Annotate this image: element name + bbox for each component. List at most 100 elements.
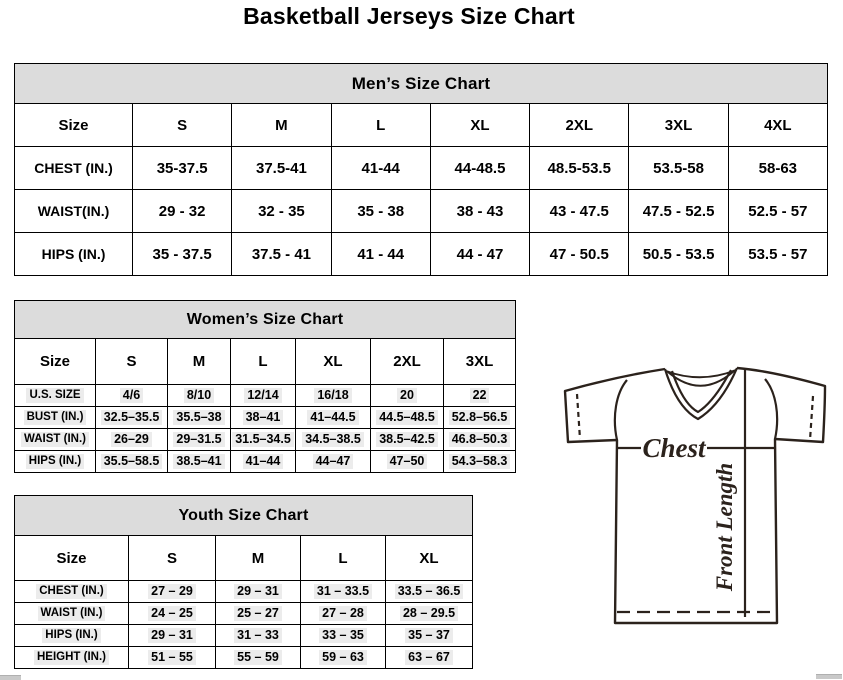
size-value-cell: 32.5–35.5 — [95, 406, 168, 429]
size-value-cell: 38 - 43 — [429, 189, 531, 233]
table-row: CHEST (IN.) 27 – 29 29 – 31 31 – 33.5 33… — [14, 580, 474, 603]
table-title-row: Men’s Size Chart — [14, 63, 828, 104]
row-label: HIPS (IN.) — [14, 624, 129, 647]
row-label: CHEST (IN.) — [14, 146, 133, 190]
size-value-cell: 35 – 37 — [384, 624, 474, 647]
size-value-cell: 52.8–56.5 — [442, 406, 517, 429]
table-row: WAIST (IN.) 26–29 29–31.5 31.5–34.5 34.5… — [14, 428, 517, 451]
size-value-cell: 33.5 – 36.5 — [384, 580, 474, 603]
size-value-cell: 44–47 — [295, 450, 371, 473]
size-value-cell: 33 – 35 — [300, 624, 386, 647]
table-title-row: Women’s Size Chart — [13, 300, 517, 339]
size-value-cell: 29 - 32 — [131, 189, 233, 233]
column-header: S — [95, 338, 168, 385]
table-row: CHEST (IN.) 35-37.5 37.5-41 41-44 44-48.… — [14, 146, 829, 190]
size-value-cell: 12/14 — [230, 384, 296, 407]
page-title: Basketball Jerseys Size Chart — [243, 3, 575, 29]
size-value-cell: 8/10 — [167, 384, 231, 407]
size-value-cell: 31.5–34.5 — [230, 428, 296, 451]
table-header-row: Size S M L XL 2XL 3XL 4XL — [14, 103, 829, 147]
table-row: HEIGHT (IN.) 51 – 55 55 – 59 59 – 63 63 … — [14, 646, 474, 669]
size-value-cell: 41–44.5 — [295, 406, 371, 429]
size-value-cell: 43 - 47.5 — [529, 189, 630, 233]
size-value-cell: 29–31.5 — [167, 428, 231, 451]
collar-v-inner — [670, 369, 732, 414]
size-value-cell: 38–41 — [230, 406, 296, 429]
size-value-cell: 44.5–48.5 — [370, 406, 444, 429]
size-value-cell: 48.5-53.5 — [529, 146, 630, 190]
size-value-cell: 47 - 50.5 — [529, 232, 630, 276]
table-title: Men’s Size Chart — [14, 63, 828, 104]
size-value-cell: 35 - 37.5 — [131, 232, 233, 276]
row-label: BUST (IN.) — [14, 406, 96, 429]
size-value-cell: 38.5–41 — [167, 450, 231, 473]
size-value-cell: 25 – 27 — [215, 602, 301, 625]
sleeve-seam-left — [613, 379, 628, 441]
size-value-cell: 54.3–58.3 — [442, 450, 517, 473]
size-value-cell: 38.5–42.5 — [370, 428, 444, 451]
youth-size-table: Youth Size Chart Size S M L XL CHEST (IN… — [13, 495, 474, 669]
size-value-cell: 53.5 - 57 — [727, 232, 829, 276]
row-label: HEIGHT (IN.) — [14, 646, 129, 669]
size-value-cell: 51 – 55 — [128, 646, 216, 669]
jersey-measurement-diagram: Chest Front Length — [563, 366, 827, 625]
size-value-cell: 59 – 63 — [300, 646, 386, 669]
jersey-outline — [563, 366, 827, 625]
size-value-cell: 24 – 25 — [128, 602, 216, 625]
size-value-cell: 47–50 — [370, 450, 444, 473]
size-value-cell: 34.5–38.5 — [295, 428, 371, 451]
size-value-cell: 16/18 — [295, 384, 371, 407]
size-value-cell: 32 - 35 — [231, 189, 332, 233]
size-value-cell: 31 – 33.5 — [300, 580, 386, 603]
column-header: 2XL — [529, 103, 630, 147]
size-value-cell: 35 - 38 — [330, 189, 431, 233]
size-value-cell: 27 – 28 — [300, 602, 386, 625]
bottom-edge-fragment-right — [816, 674, 842, 679]
size-value-cell: 63 – 67 — [384, 646, 474, 669]
row-label: U.S. SIZE — [14, 384, 96, 407]
table-title: Youth Size Chart — [13, 495, 474, 536]
column-header: XL — [295, 338, 371, 385]
size-value-cell: 22 — [442, 384, 517, 407]
table-title: Women’s Size Chart — [13, 300, 517, 339]
size-value-cell: 27 – 29 — [128, 580, 216, 603]
column-header: Size — [14, 338, 96, 385]
row-label: CHEST (IN.) — [14, 580, 129, 603]
collar-v-outer — [663, 367, 739, 421]
bottom-edge-fragment-left — [0, 675, 21, 680]
column-header: Size — [14, 103, 133, 147]
table-row: WAIST(IN.) 29 - 32 32 - 35 35 - 38 38 - … — [14, 189, 829, 233]
table-header-row: Size S M L XL — [14, 535, 474, 581]
column-header: 2XL — [370, 338, 444, 385]
row-label: WAIST(IN.) — [14, 189, 133, 233]
column-header: L — [330, 103, 431, 147]
row-label: WAIST (IN.) — [14, 428, 96, 451]
size-value-cell: 28 – 29.5 — [384, 602, 474, 625]
size-value-cell: 35.5–58.5 — [95, 450, 168, 473]
size-value-cell: 35-37.5 — [131, 146, 233, 190]
size-value-cell: 53.5-58 — [628, 146, 729, 190]
table-row: HIPS (IN.) 29 – 31 31 – 33 33 – 35 35 – … — [14, 624, 474, 647]
table-title-row: Youth Size Chart — [13, 495, 474, 536]
size-value-cell: 26–29 — [95, 428, 168, 451]
table-header-row: Size S M L XL 2XL 3XL — [14, 338, 517, 385]
size-value-cell: 44 - 47 — [429, 232, 531, 276]
size-value-cell: 29 – 31 — [215, 580, 301, 603]
size-value-cell: 37.5 - 41 — [231, 232, 332, 276]
column-header: 3XL — [628, 103, 729, 147]
front-length-label: Front Length — [712, 463, 737, 592]
column-header: 4XL — [727, 103, 829, 147]
row-label: WAIST (IN.) — [14, 602, 129, 625]
column-header: Size — [14, 535, 129, 581]
table-row: U.S. SIZE 4/6 8/10 12/14 16/18 20 22 — [14, 384, 517, 407]
column-header: S — [131, 103, 233, 147]
chest-label: Chest — [642, 433, 707, 463]
table-row: HIPS (IN.) 35 - 37.5 37.5 - 41 41 - 44 4… — [14, 232, 829, 276]
size-value-cell: 52.5 - 57 — [727, 189, 829, 233]
size-value-cell: 20 — [370, 384, 444, 407]
collar-back-arc-outer — [665, 369, 737, 379]
table-row: WAIST (IN.) 24 – 25 25 – 27 27 – 28 28 –… — [14, 602, 474, 625]
size-value-cell: 41 - 44 — [330, 232, 431, 276]
size-value-cell: 46.8–50.3 — [442, 428, 517, 451]
size-value-cell: 41–44 — [230, 450, 296, 473]
